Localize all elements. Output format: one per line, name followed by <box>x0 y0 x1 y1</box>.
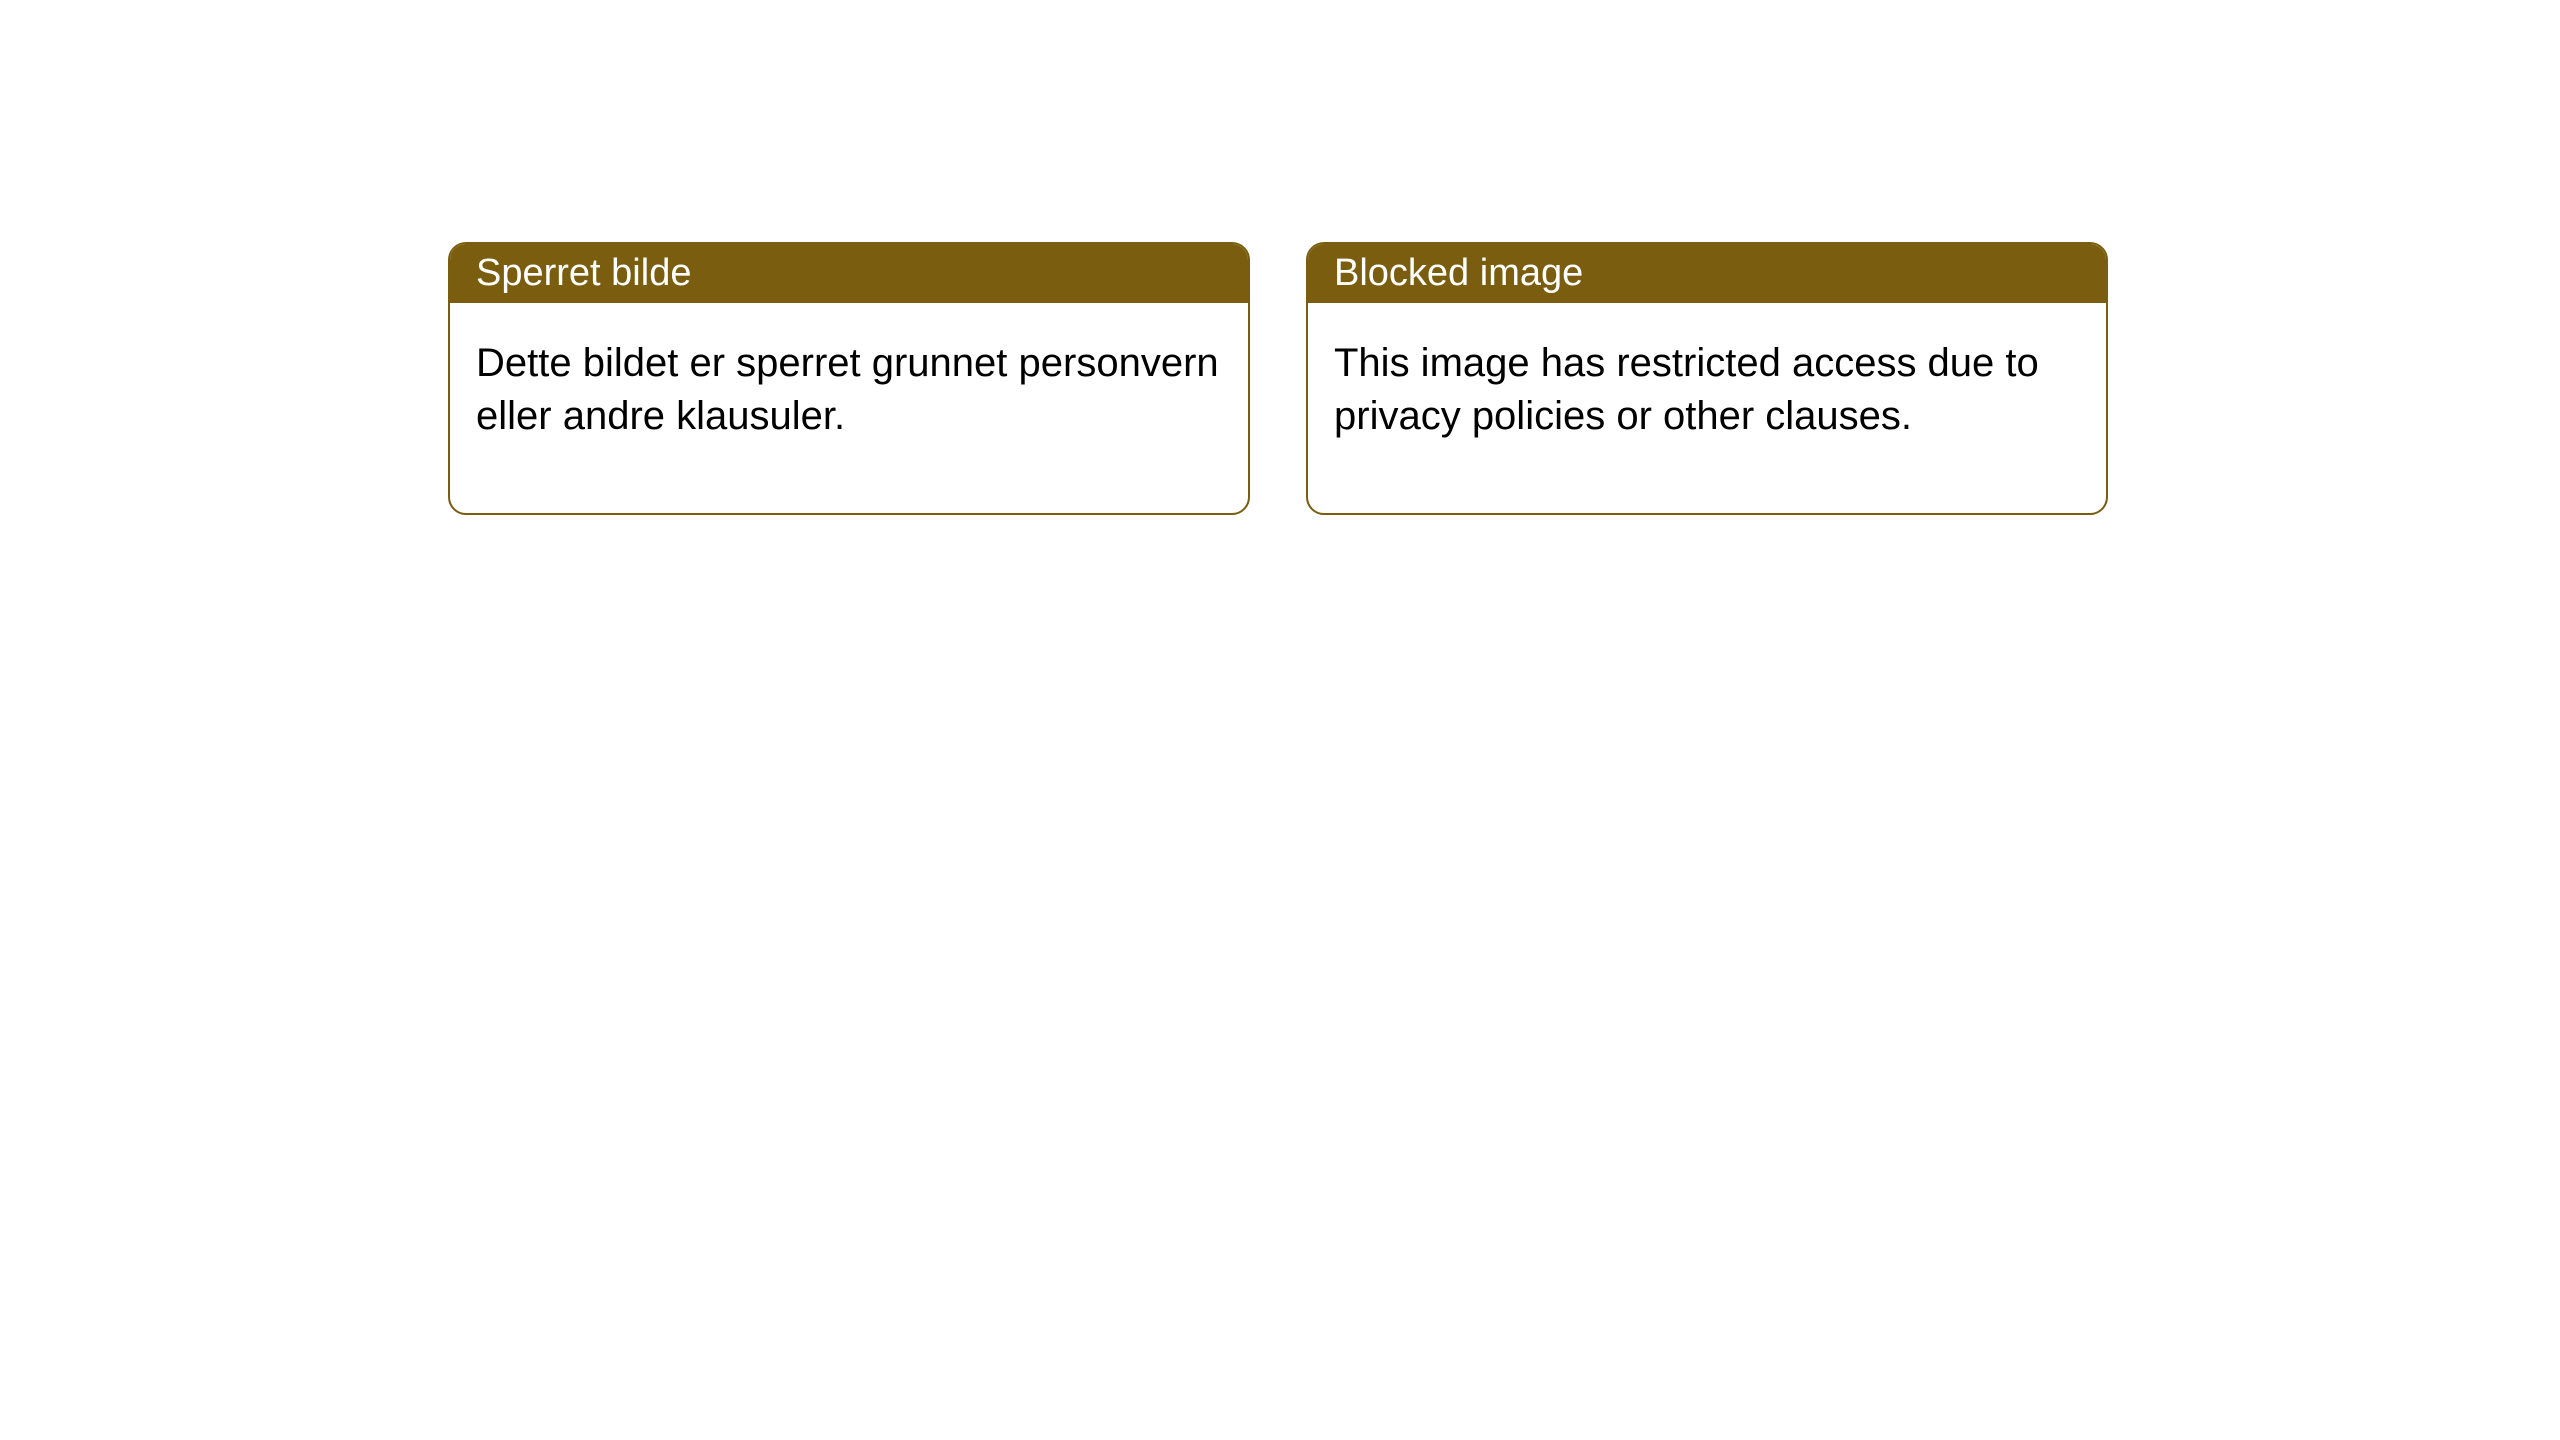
notice-card-english: Blocked image This image has restricted … <box>1306 242 2108 515</box>
notice-cards-container: Sperret bilde Dette bildet er sperret gr… <box>448 242 2108 515</box>
notice-card-body-norwegian: Dette bildet er sperret grunnet personve… <box>450 303 1248 513</box>
notice-card-norwegian: Sperret bilde Dette bildet er sperret gr… <box>448 242 1250 515</box>
notice-card-title-english: Blocked image <box>1308 244 2106 303</box>
notice-card-title-norwegian: Sperret bilde <box>450 244 1248 303</box>
notice-card-body-english: This image has restricted access due to … <box>1308 303 2106 513</box>
